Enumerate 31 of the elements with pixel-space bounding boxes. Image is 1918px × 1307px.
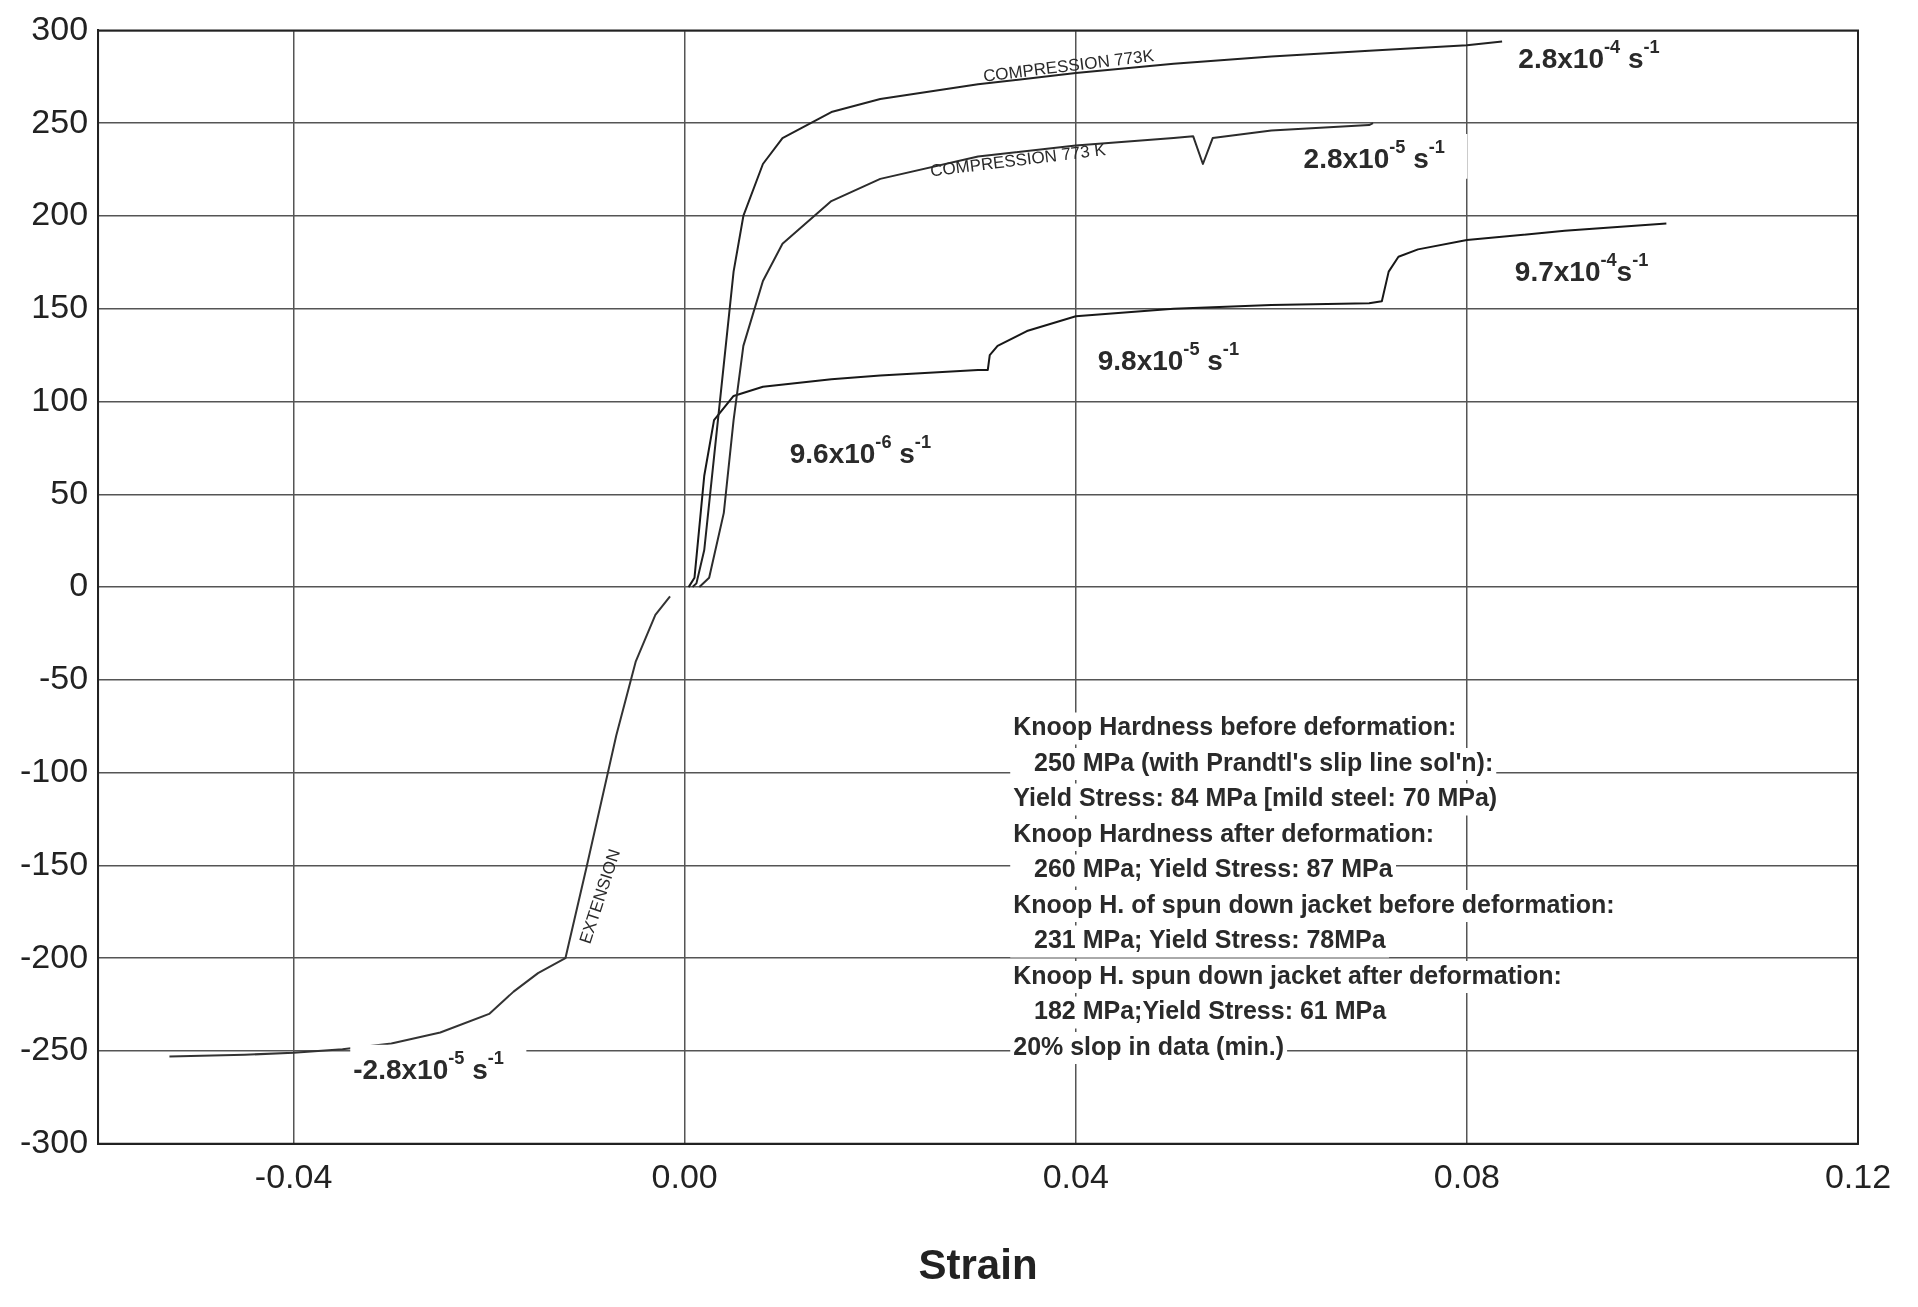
y-tick-label: 200: [31, 194, 89, 233]
annotation: Yield Stress: 84 MPa [mild steel: 70 MPa): [1013, 783, 1498, 812]
y-tick-label: 100: [31, 379, 89, 418]
annotation: Knoop Hardness after deformation:: [1013, 818, 1435, 847]
x-tick-label: 0.04: [1042, 1156, 1109, 1195]
y-tick-label: 300: [31, 8, 89, 47]
annotation: 20% slop in data (min.): [1013, 1031, 1285, 1060]
y-tick-label: -150: [19, 843, 89, 882]
annotation: Knoop H. of spun down jacket before deformation:: [1013, 889, 1615, 918]
y-tick-label: -100: [19, 751, 89, 790]
y-tick-label: 0: [69, 565, 89, 604]
annotation: 260 MPa; Yield Stress: 87 MPa: [1013, 854, 1394, 883]
x-axis-title: Strain: [918, 1241, 1038, 1289]
annotation: 250 MPa (with Prandtl's slip line sol'n):: [1013, 747, 1494, 776]
y-tick-label: -200: [19, 936, 89, 975]
x-tick-label: -0.04: [254, 1156, 333, 1195]
annotation: COMPRESSION 773K: [982, 45, 1156, 86]
x-tick-label: 0.00: [651, 1156, 718, 1195]
y-tick-label: -50: [38, 658, 89, 697]
annotation: COMPRESSION 773 K: [929, 139, 1108, 181]
annotation: Knoop Hardness before deformation:: [1013, 712, 1457, 741]
y-tick-label: -250: [19, 1029, 89, 1068]
y-tick-label: 150: [31, 287, 89, 326]
y-tick-label: -300: [19, 1122, 89, 1161]
x-tick-label: 0.12: [1824, 1156, 1892, 1195]
y-tick-label: 50: [50, 472, 89, 511]
annotation: 231 MPa; Yield Stress: 78MPa: [1013, 925, 1387, 954]
y-tick-label: 250: [31, 101, 89, 140]
x-tick-label: 0.08: [1433, 1156, 1500, 1195]
annotation: Knoop H. spun down jacket after deformation:: [1013, 960, 1562, 989]
annotation: 182 MPa;Yield Stress: 61 MPa: [1013, 996, 1388, 1025]
